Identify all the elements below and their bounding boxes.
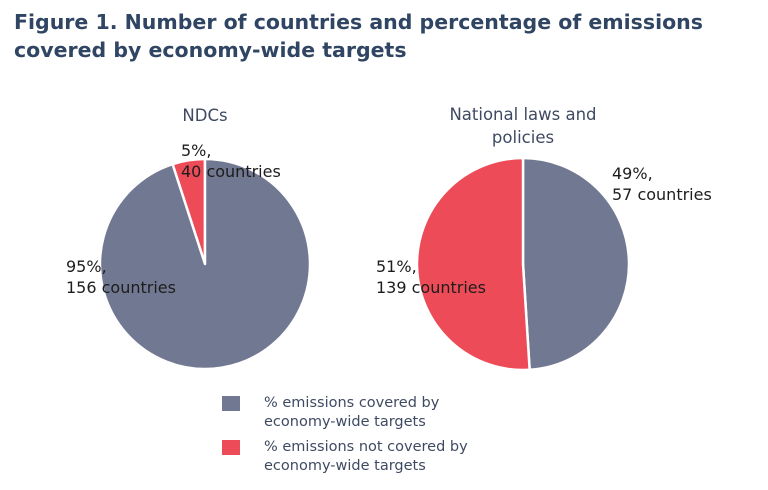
legend-swatch-covered: [222, 396, 240, 411]
legend-covered-line1: % emissions covered by: [264, 395, 440, 411]
legend-text-not-covered: % emissions not covered by economy-wide …: [264, 438, 504, 476]
laws-not-covered-label: 51%, 139 countries: [376, 256, 486, 298]
ndc-covered-countries: 156 countries: [66, 278, 176, 297]
figure-title: Figure 1. Number of countries and percen…: [14, 10, 703, 62]
ndc-chart-title: NDCs: [130, 104, 280, 127]
ndc-slice-covered: [98, 157, 312, 371]
laws-slice-not-covered: [415, 156, 531, 372]
laws-not-covered-percent: 51%,: [376, 257, 417, 276]
ndc-not-covered-label: 5%, 40 countries: [181, 140, 281, 182]
laws-chart-title-text: National laws and policies: [449, 105, 597, 147]
laws-chart-title: National laws and policies: [430, 103, 616, 149]
legend-swatch-not-covered: [222, 440, 240, 455]
ndc-not-covered-percent: 5%,: [181, 141, 212, 160]
ndc-not-covered-countries: 40 countries: [181, 162, 281, 181]
legend-text-covered: % emissions covered by economy-wide targ…: [264, 394, 504, 432]
laws-covered-label: 49%, 57 countries: [612, 163, 712, 205]
legend-not-covered-line1: % emissions not covered by: [264, 439, 468, 455]
laws-not-covered-countries: 139 countries: [376, 278, 486, 297]
laws-covered-countries: 57 countries: [612, 185, 712, 204]
legend-covered-line2: economy-wide targets: [264, 414, 426, 430]
legend-not-covered-line2: economy-wide targets: [264, 458, 426, 474]
ndc-covered-percent: 95%,: [66, 257, 107, 276]
laws-covered-percent: 49%,: [612, 164, 653, 183]
laws-slice-covered: [521, 156, 631, 372]
ndc-covered-label: 95%, 156 countries: [66, 256, 176, 298]
ndc-chart-title-text: NDCs: [182, 106, 228, 125]
